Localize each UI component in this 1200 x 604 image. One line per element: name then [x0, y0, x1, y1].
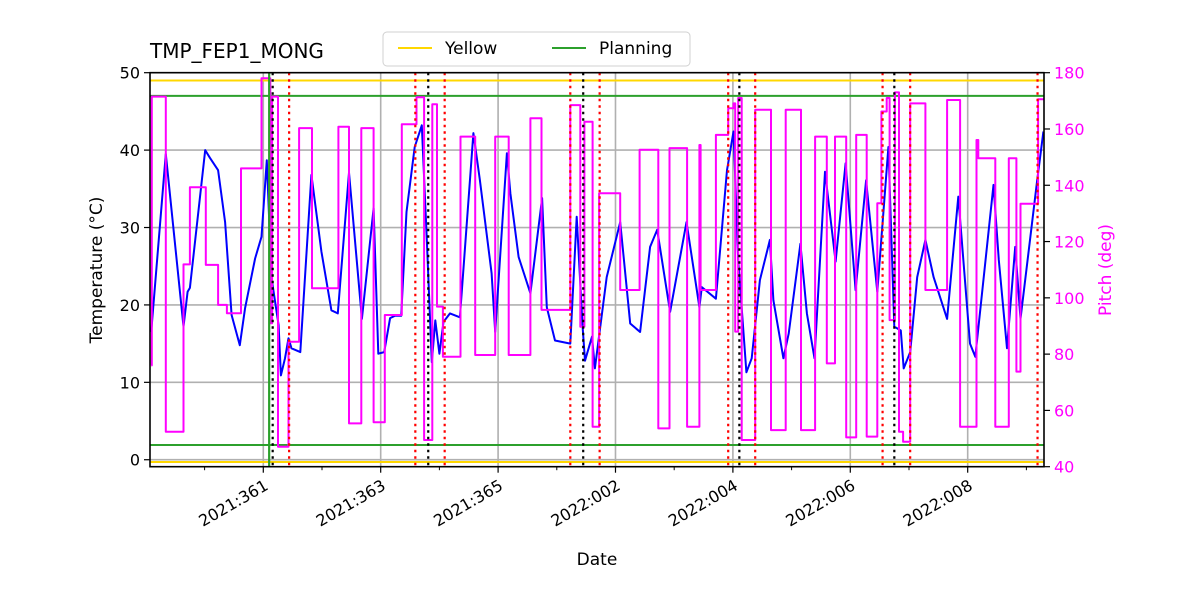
x-tick-label: 2021:365: [430, 476, 506, 531]
y-tick-label: 50: [120, 64, 140, 83]
x-tick-label: 2021:361: [195, 476, 271, 531]
legend-label-yellow: Yellow: [444, 39, 497, 59]
y2-tick-label: 160: [1054, 120, 1085, 139]
x-tick-label: 2022:008: [900, 476, 976, 531]
x-tick-label: 2021:363: [313, 476, 389, 531]
legend: Yellow Planning: [382, 31, 691, 67]
x-tick-label: 2022:004: [665, 476, 741, 531]
y2-axis-label: Pitch (deg): [1096, 224, 1116, 316]
legend-label-planning: Planning: [599, 39, 672, 59]
y2-tick-label: 140: [1054, 176, 1085, 195]
vertical-markers: [268, 72, 1039, 467]
x-axis-ticks: 2021:361 2021:363 2021:365 2022:002 2022:004…: [195, 466, 1027, 531]
y2-tick-label: 100: [1054, 289, 1085, 308]
x-tick-label: 2022:006: [782, 476, 858, 531]
y2-tick-label: 60: [1054, 401, 1074, 420]
y-tick-label: 40: [120, 141, 140, 160]
y2-tick-label: 40: [1054, 458, 1074, 477]
x-tick-label: 2022:002: [548, 476, 624, 531]
y2-axis-ticks: 40 60 80 100 120 140 160 180: [1044, 64, 1085, 477]
y-axis-ticks: 0 10 20 30 40 50: [120, 64, 150, 470]
y-tick-label: 20: [120, 296, 140, 315]
temperature-line: [150, 124, 1045, 377]
y-tick-label: 10: [120, 373, 140, 392]
y-tick-label: 30: [120, 219, 140, 238]
series-lines: [150, 77, 1045, 448]
y2-tick-label: 80: [1054, 345, 1074, 364]
legend-box: [382, 31, 691, 67]
x-axis-label: Date: [577, 550, 618, 570]
plot-frame: [149, 71, 1045, 468]
y2-tick-label: 180: [1054, 64, 1085, 83]
y-axis-label: Temperature (°C): [87, 197, 107, 345]
pitch-line: [150, 77, 1044, 448]
y-tick-label: 0: [130, 451, 140, 470]
chart-title: TMP_FEP1_MONG: [149, 39, 324, 63]
y2-tick-label: 120: [1054, 233, 1085, 252]
